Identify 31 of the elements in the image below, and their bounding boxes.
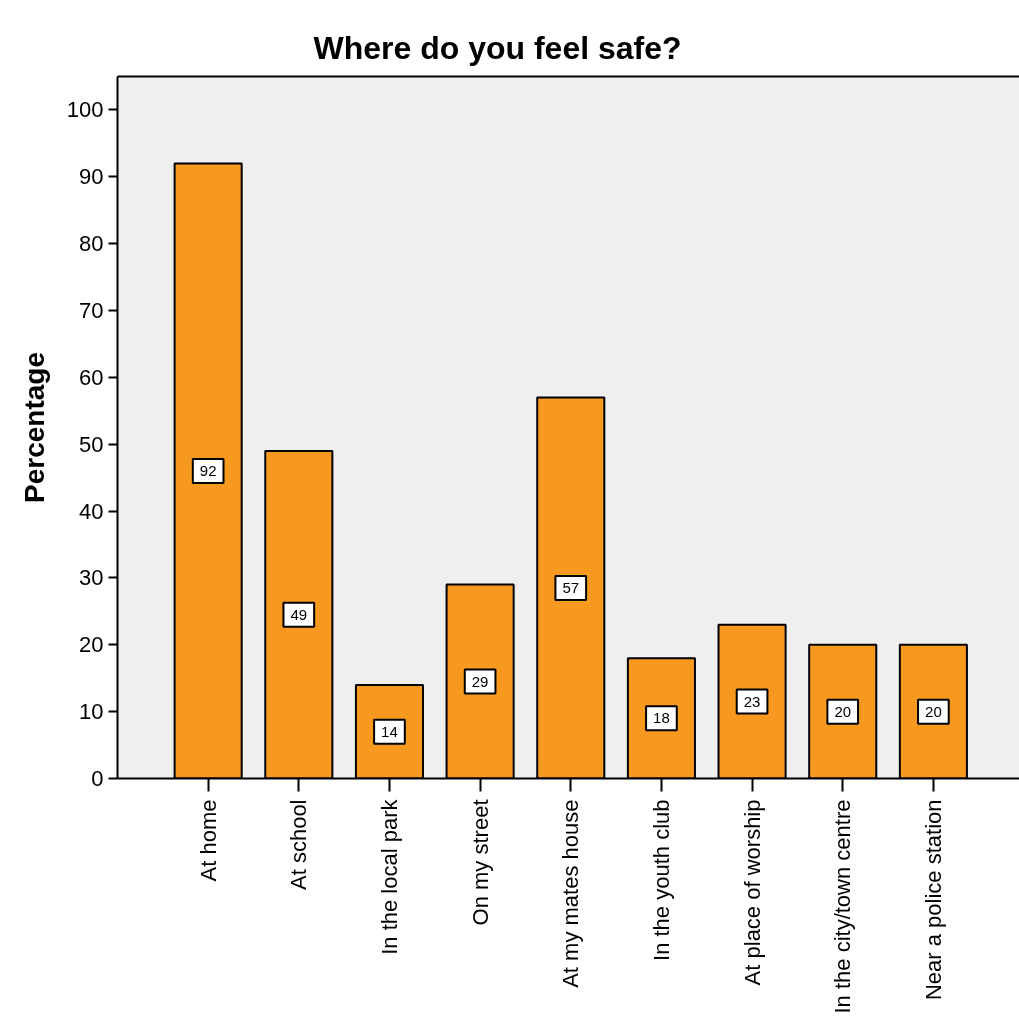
x-tick-label: In the local park xyxy=(376,798,402,955)
y-tick-label: 50 xyxy=(79,431,104,457)
x-tick-label: At school xyxy=(286,799,312,890)
y-tick-label: 0 xyxy=(91,766,104,791)
y-tick-label: 40 xyxy=(79,498,104,524)
x-tick-label: At my mates house xyxy=(558,799,584,988)
data-label: 29 xyxy=(471,672,489,690)
data-label: 14 xyxy=(381,722,398,740)
y-tick-label: 20 xyxy=(79,632,104,658)
data-label: 49 xyxy=(290,605,308,623)
data-label: 23 xyxy=(743,692,761,710)
x-tick-label: At home xyxy=(195,799,221,882)
chart-title: Where do you feel safe? xyxy=(313,29,682,66)
y-tick-label: 70 xyxy=(79,298,104,323)
y-axis-title: Percentage xyxy=(18,352,50,503)
x-tick-label: In the city/town centre xyxy=(830,799,856,1014)
x-tick-label: At place of worship xyxy=(739,799,765,986)
data-label: 20 xyxy=(834,702,852,720)
data-label: 92 xyxy=(199,461,217,479)
y-tick-label: 60 xyxy=(79,364,104,390)
x-tick-label: On my street xyxy=(467,799,493,926)
x-tick-label: Near a police station xyxy=(920,799,946,1001)
x-tick-label: In the youth club xyxy=(648,799,674,961)
y-tick-label: 100 xyxy=(66,97,104,123)
y-tick-label: 80 xyxy=(79,231,104,257)
y-tick-label: 30 xyxy=(79,565,104,591)
y-tick-label: 90 xyxy=(79,164,104,190)
y-tick-label: 10 xyxy=(79,699,104,725)
data-label: 18 xyxy=(653,709,670,727)
data-label: 20 xyxy=(925,702,942,720)
data-label: 57 xyxy=(562,578,580,596)
